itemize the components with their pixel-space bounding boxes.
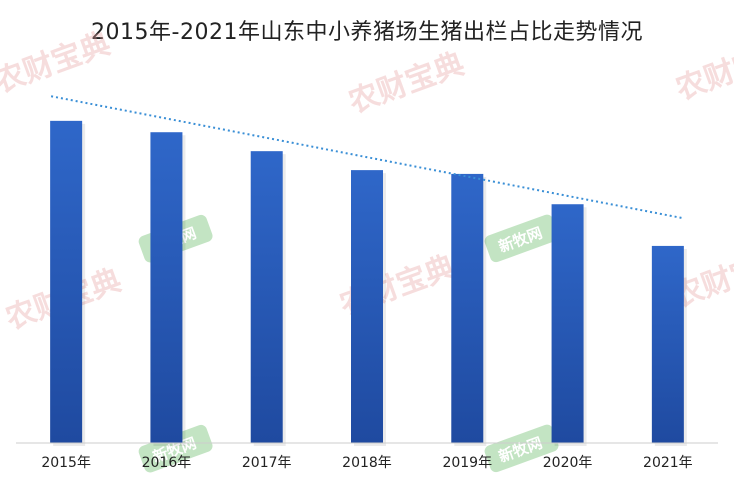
x-tick-label: 2020年	[543, 455, 593, 471]
bar	[150, 132, 183, 443]
x-tick-label: 2019年	[442, 455, 492, 471]
x-tick-label: 2021年	[643, 455, 693, 471]
watermark-badge: 新牧网	[484, 214, 559, 263]
bar	[50, 120, 83, 443]
watermark-text: 农财宝典	[0, 26, 115, 100]
trendline	[50, 95, 684, 220]
x-tick-label: 2017年	[242, 455, 292, 471]
bars-layer	[50, 120, 687, 447]
x-tick-label: 2016年	[142, 455, 192, 471]
x-tick-label: 2018年	[342, 455, 392, 471]
watermark-text: 农财宝典	[670, 33, 734, 107]
bar	[551, 204, 584, 443]
bar	[351, 170, 383, 443]
x-tick-label: 2015年	[41, 455, 91, 471]
bar	[451, 173, 484, 443]
bar	[651, 245, 684, 443]
watermark-text: 农财宝典	[343, 46, 469, 120]
x-tick-labels: 2015年 2016年 2017年 2018年 2019年 2020年 2021年	[41, 455, 692, 471]
chart-title: 2015年-2021年山东中小养猪场生猪出栏占比走势情况	[91, 20, 643, 45]
bar	[250, 151, 283, 444]
